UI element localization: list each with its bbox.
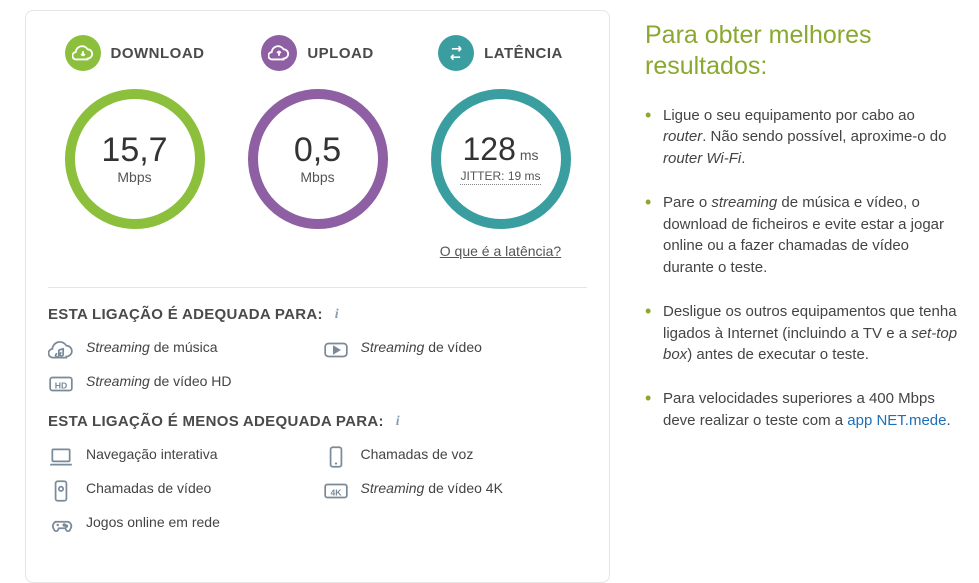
less-adequate-grid: Navegação interativa Chamadas de voz Chama…	[48, 444, 587, 532]
less-adequate-title: ESTA LIGAÇÃO É MENOS ADEQUADA PARA: i	[48, 413, 587, 430]
tip-item: Ligue o seu equipamento por cabo ao rout…	[645, 105, 961, 170]
4k-icon: 4K	[323, 478, 349, 498]
divider	[48, 287, 587, 288]
tip-item: Para velocidades superiores a 400 Mbps d…	[645, 388, 961, 432]
upload-value: 0,5	[294, 133, 341, 167]
activity-label: Streaming de vídeo	[361, 339, 482, 355]
upload-unit: Mbps	[300, 169, 334, 185]
jitter-value: 19 ms	[508, 169, 541, 183]
tips-list: Ligue o seu equipamento por cabo ao rout…	[645, 105, 961, 432]
activity-label: Navegação interativa	[86, 446, 218, 462]
download-metric: DOWNLOAD 15,7 Mbps	[48, 35, 221, 259]
music-icon	[48, 337, 74, 357]
tip-item: Pare o streaming de música e vídeo, o do…	[645, 192, 961, 279]
latency-arrows-icon	[438, 35, 474, 71]
activity-item: Chamadas de vídeo	[48, 478, 313, 498]
svg-text:HD: HD	[55, 380, 68, 390]
download-ring: 15,7 Mbps	[65, 89, 205, 229]
activity-item: Chamadas de voz	[323, 444, 588, 464]
sidebar-title: Para obter melhores resultados:	[645, 20, 961, 83]
download-cloud-icon	[65, 35, 101, 71]
activity-item: 4K Streaming de vídeo 4K	[323, 478, 588, 498]
latency-label: LATÊNCIA	[484, 45, 563, 62]
adequate-title-text: ESTA LIGAÇÃO É ADEQUADA PARA:	[48, 306, 323, 323]
upload-cloud-icon	[261, 35, 297, 71]
download-label: DOWNLOAD	[111, 45, 205, 62]
hd-icon: HD	[48, 371, 74, 391]
activity-label: Chamadas de voz	[361, 446, 474, 462]
activity-item: Streaming de música	[48, 337, 313, 357]
latency-help-link[interactable]: O que é a latência?	[440, 243, 561, 259]
activity-item: Jogos online em rede	[48, 512, 313, 532]
adequate-title: ESTA LIGAÇÃO É ADEQUADA PARA: i	[48, 306, 587, 323]
download-unit: Mbps	[117, 169, 151, 185]
activity-item: HD Streaming de vídeo HD	[48, 371, 313, 391]
upload-ring: 0,5 Mbps	[248, 89, 388, 229]
jitter-line: JITTER: 19 ms	[460, 169, 540, 185]
less-adequate-title-text: ESTA LIGAÇÃO É MENOS ADEQUADA PARA:	[48, 413, 384, 430]
activity-item: Navegação interativa	[48, 444, 313, 464]
upload-metric: UPLOAD 0,5 Mbps	[231, 35, 404, 259]
game-icon	[48, 512, 74, 532]
jitter-label: JITTER:	[460, 169, 504, 183]
info-icon[interactable]: i	[390, 414, 406, 430]
activity-label: Jogos online em rede	[86, 514, 220, 530]
activity-label: Streaming de vídeo HD	[86, 373, 232, 389]
latency-unit: ms	[520, 147, 539, 163]
activity-label: Streaming de vídeo 4K	[361, 480, 503, 496]
adequate-grid: Streaming de música Streaming de vídeo HD S…	[48, 337, 587, 391]
tips-sidebar: Para obter melhores resultados: Ligue o …	[610, 0, 979, 583]
metrics-row: DOWNLOAD 15,7 Mbps UPLOAD 0,5 Mbps	[48, 35, 587, 259]
download-header: DOWNLOAD	[65, 35, 205, 71]
activity-item: Streaming de vídeo	[323, 337, 588, 357]
video-icon	[323, 337, 349, 357]
info-icon[interactable]: i	[329, 307, 345, 323]
svg-text:4K: 4K	[330, 487, 342, 497]
results-card: DOWNLOAD 15,7 Mbps UPLOAD 0,5 Mbps	[25, 10, 610, 583]
videocall-icon	[48, 478, 74, 498]
latency-header: LATÊNCIA	[438, 35, 563, 71]
upload-label: UPLOAD	[307, 45, 373, 62]
download-value: 15,7	[101, 133, 167, 167]
latency-ring: 128 ms JITTER: 19 ms	[431, 89, 571, 229]
activity-label: Streaming de música	[86, 339, 218, 355]
activity-label: Chamadas de vídeo	[86, 480, 211, 496]
latency-metric: LATÊNCIA 128 ms JITTER: 19 ms O que é a …	[414, 35, 587, 259]
phone-icon	[323, 444, 349, 464]
upload-header: UPLOAD	[261, 35, 373, 71]
latency-value: 128	[462, 133, 515, 165]
laptop-icon	[48, 444, 74, 464]
tip-item: Desligue os outros equipamentos que tenh…	[645, 301, 961, 366]
